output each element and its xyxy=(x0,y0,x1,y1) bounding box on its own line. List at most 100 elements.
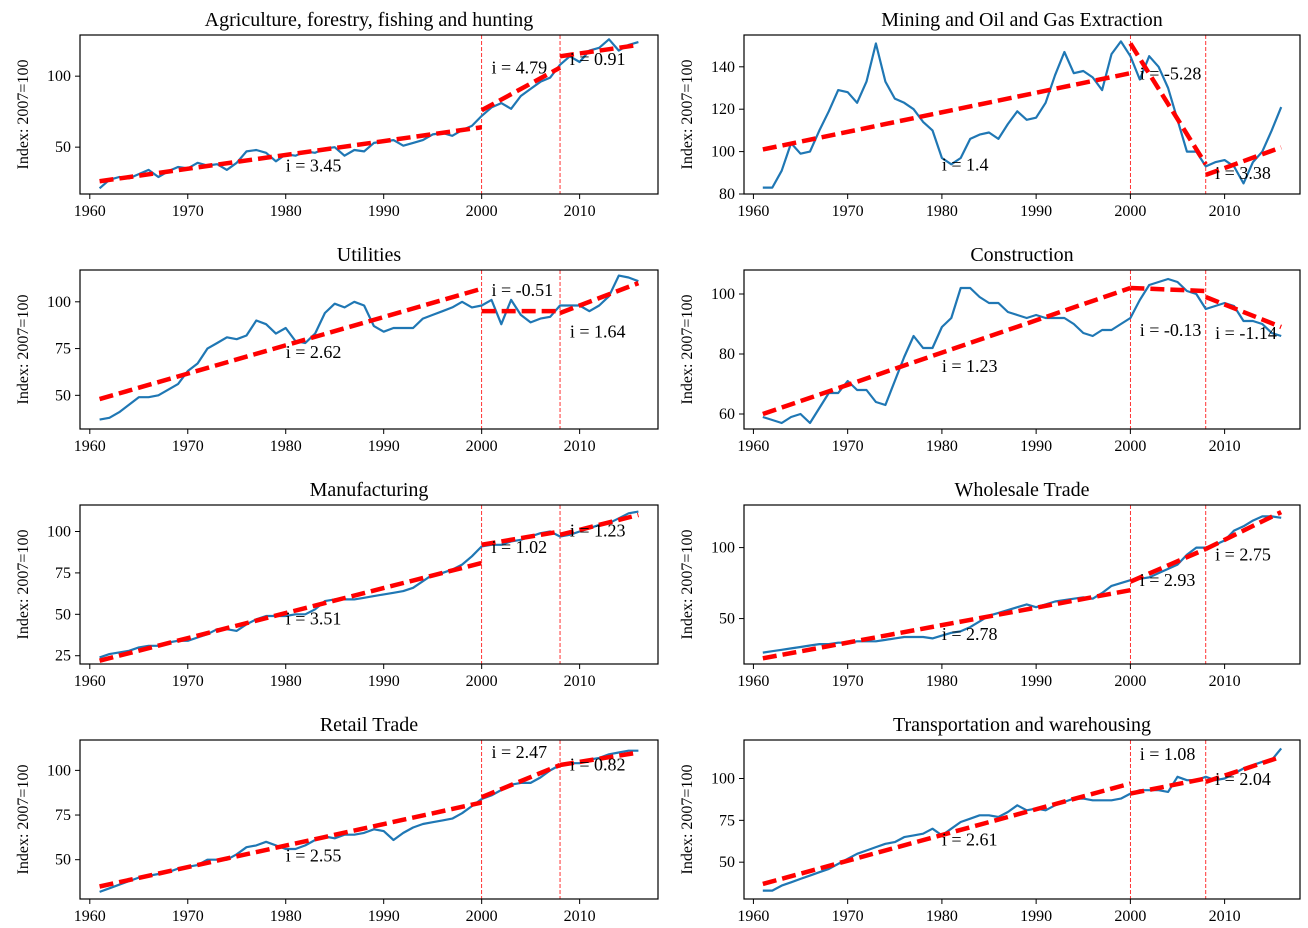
data-series-line xyxy=(762,40,1283,189)
x-tick-label: 1970 xyxy=(832,438,864,455)
y-axis-label: Index: 2007=100 xyxy=(679,60,696,170)
slope-annotation: i = -5.28 xyxy=(1140,64,1202,84)
x-tick-label: 1980 xyxy=(926,673,958,690)
panel-title: Retail Trade xyxy=(320,714,418,736)
data-series-line xyxy=(762,747,1283,892)
y-tick-label: 75 xyxy=(719,812,735,829)
data-series-line xyxy=(99,274,639,421)
x-tick-label: 2000 xyxy=(466,203,498,220)
plot-area xyxy=(99,505,639,664)
x-tick-label: 2010 xyxy=(1209,673,1241,690)
trend-line xyxy=(762,781,1131,887)
x-tick-label: 1960 xyxy=(74,908,106,925)
y-tick-label: 75 xyxy=(55,565,71,582)
plot-frame xyxy=(79,34,659,195)
plot-area xyxy=(762,505,1283,664)
x-tick-label: 1960 xyxy=(737,673,769,690)
panel-title: Manufacturing xyxy=(310,479,429,501)
x-tick-label: 1970 xyxy=(832,673,864,690)
y-tick-label: 50 xyxy=(55,139,71,156)
panel-title: Construction xyxy=(970,244,1073,266)
slope-annotation: i = 1.4 xyxy=(942,155,989,175)
y-axis-label: Index: 2007=100 xyxy=(679,765,696,875)
plot-frame xyxy=(743,269,1301,430)
panel-2: Mining and Oil and Gas Extraction Index: … xyxy=(679,9,1301,220)
panel-1: Agriculture, forestry, fishing and hunti… xyxy=(15,9,659,220)
trend-line xyxy=(1204,294,1282,330)
x-tick-label: 1980 xyxy=(926,908,958,925)
trend-line xyxy=(559,750,639,768)
x-tick-label: 2000 xyxy=(1114,438,1146,455)
y-axis-label: Index: 2007=100 xyxy=(679,295,696,405)
slope-annotation: i = 2.61 xyxy=(942,829,998,849)
y-tick-label: 100 xyxy=(711,770,735,787)
x-tick-label: 1960 xyxy=(74,438,106,455)
x-tick-label: 1960 xyxy=(737,203,769,220)
panel-title: Wholesale Trade xyxy=(955,479,1090,501)
x-tick-label: 2000 xyxy=(466,438,498,455)
trend-line xyxy=(1204,145,1282,178)
slope-annotation: i = 1.02 xyxy=(491,537,547,557)
x-tick-label: 1960 xyxy=(74,673,106,690)
slope-annotation: i = 1.23 xyxy=(570,520,626,540)
plot-area xyxy=(762,35,1283,194)
trend-line xyxy=(1129,546,1207,584)
y-tick-label: 140 xyxy=(711,59,735,76)
trend-line xyxy=(559,42,639,59)
y-tick-label: 80 xyxy=(719,346,735,363)
panel-title: Mining and Oil and Gas Extraction xyxy=(881,9,1163,31)
panel-title: Utilities xyxy=(337,244,402,266)
trend-line xyxy=(1204,510,1283,552)
x-tick-label: 2010 xyxy=(564,203,596,220)
data-series-line xyxy=(98,38,639,190)
x-tick-label: 2010 xyxy=(1209,438,1241,455)
plot-frame xyxy=(743,739,1301,900)
y-tick-label: 120 xyxy=(711,101,735,118)
slope-annotation: i = 3.38 xyxy=(1215,163,1271,183)
x-tick-label: 1990 xyxy=(368,908,400,925)
trend-line xyxy=(1205,754,1282,784)
y-tick-label: 100 xyxy=(711,144,735,161)
x-tick-label: 1990 xyxy=(368,203,400,220)
x-tick-label: 2000 xyxy=(466,908,498,925)
x-tick-label: 1960 xyxy=(737,908,769,925)
x-tick-label: 1990 xyxy=(1020,908,1052,925)
trend-line xyxy=(99,125,482,184)
slope-annotation: i = 0.91 xyxy=(570,49,626,69)
x-tick-label: 2010 xyxy=(564,908,596,925)
x-tick-label: 1960 xyxy=(737,438,769,455)
y-tick-label: 100 xyxy=(47,68,71,85)
data-series-line xyxy=(762,515,1282,654)
x-tick-label: 1990 xyxy=(1020,438,1052,455)
y-axis-label: Index: 2007=100 xyxy=(15,295,32,405)
x-tick-label: 2000 xyxy=(466,673,498,690)
y-tick-label: 50 xyxy=(55,852,71,869)
slope-annotation: i = 0.82 xyxy=(570,754,626,774)
x-tick-label: 2010 xyxy=(1209,908,1241,925)
y-tick-label: 100 xyxy=(711,286,735,303)
y-tick-label: 100 xyxy=(47,294,71,311)
slope-annotation: i = 2.55 xyxy=(286,845,342,865)
panel-title: Agriculture, forestry, fishing and hunti… xyxy=(205,9,534,31)
y-tick-label: 75 xyxy=(55,807,71,824)
y-tick-label: 50 xyxy=(719,854,735,871)
plot-frame xyxy=(79,269,659,430)
panel-title: Transportation and warehousing xyxy=(893,714,1151,736)
trend-line xyxy=(481,529,561,547)
x-tick-label: 1970 xyxy=(832,203,864,220)
y-axis-label: Index: 2007=100 xyxy=(15,530,32,640)
slope-annotation: i = 2.75 xyxy=(1215,544,1271,564)
data-series-line xyxy=(99,510,639,659)
x-tick-label: 1980 xyxy=(926,438,958,455)
trend-line xyxy=(559,512,639,537)
plot-area xyxy=(99,740,639,899)
slope-annotation: i = 2.62 xyxy=(286,342,342,362)
x-tick-label: 2010 xyxy=(564,438,596,455)
x-tick-label: 2010 xyxy=(1209,203,1241,220)
y-tick-label: 60 xyxy=(719,406,735,423)
x-tick-label: 1990 xyxy=(1020,203,1052,220)
trend-line xyxy=(99,560,483,663)
plot-frame xyxy=(743,504,1301,665)
y-tick-label: 100 xyxy=(47,762,71,779)
x-tick-label: 1990 xyxy=(368,438,400,455)
